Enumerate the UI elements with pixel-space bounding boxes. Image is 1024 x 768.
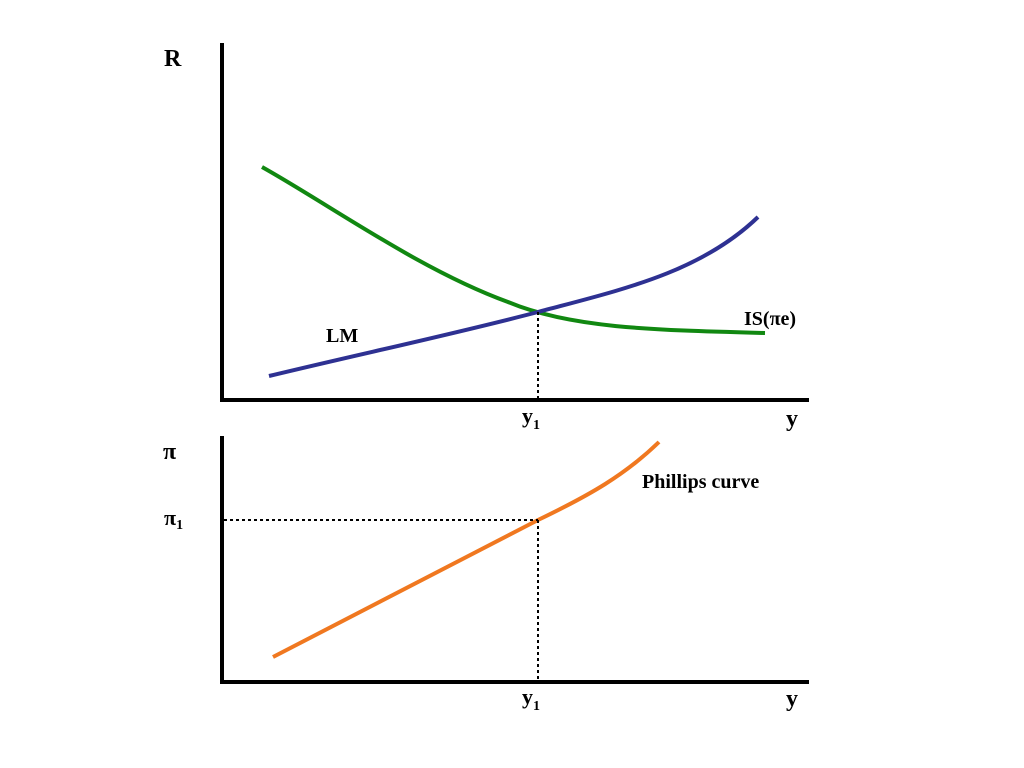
bottom-x-axis-label: y — [786, 686, 798, 712]
phillips-curve-label: Phillips curve — [642, 471, 759, 493]
phillips-curve — [272, 440, 661, 659]
bottom-y-axis-label: π — [163, 439, 176, 465]
bottom-y1-tick-label: y1 — [522, 684, 540, 714]
lm-curve-label: LM — [326, 325, 358, 347]
top-panel: R y LM IS(πe) y1 — [164, 43, 809, 433]
top-x-axis-label: y — [786, 406, 798, 432]
bottom-pi1-tick-label: π1 — [164, 505, 183, 533]
top-y-axis-label: R — [164, 46, 182, 72]
lm-curve — [268, 215, 760, 378]
bottom-panel: π y Phillips curve π1 y1 — [163, 436, 809, 714]
top-y1-tick-label: y1 — [522, 403, 540, 433]
is-curve-label: IS(πe) — [744, 308, 796, 330]
is-curve — [261, 165, 766, 335]
